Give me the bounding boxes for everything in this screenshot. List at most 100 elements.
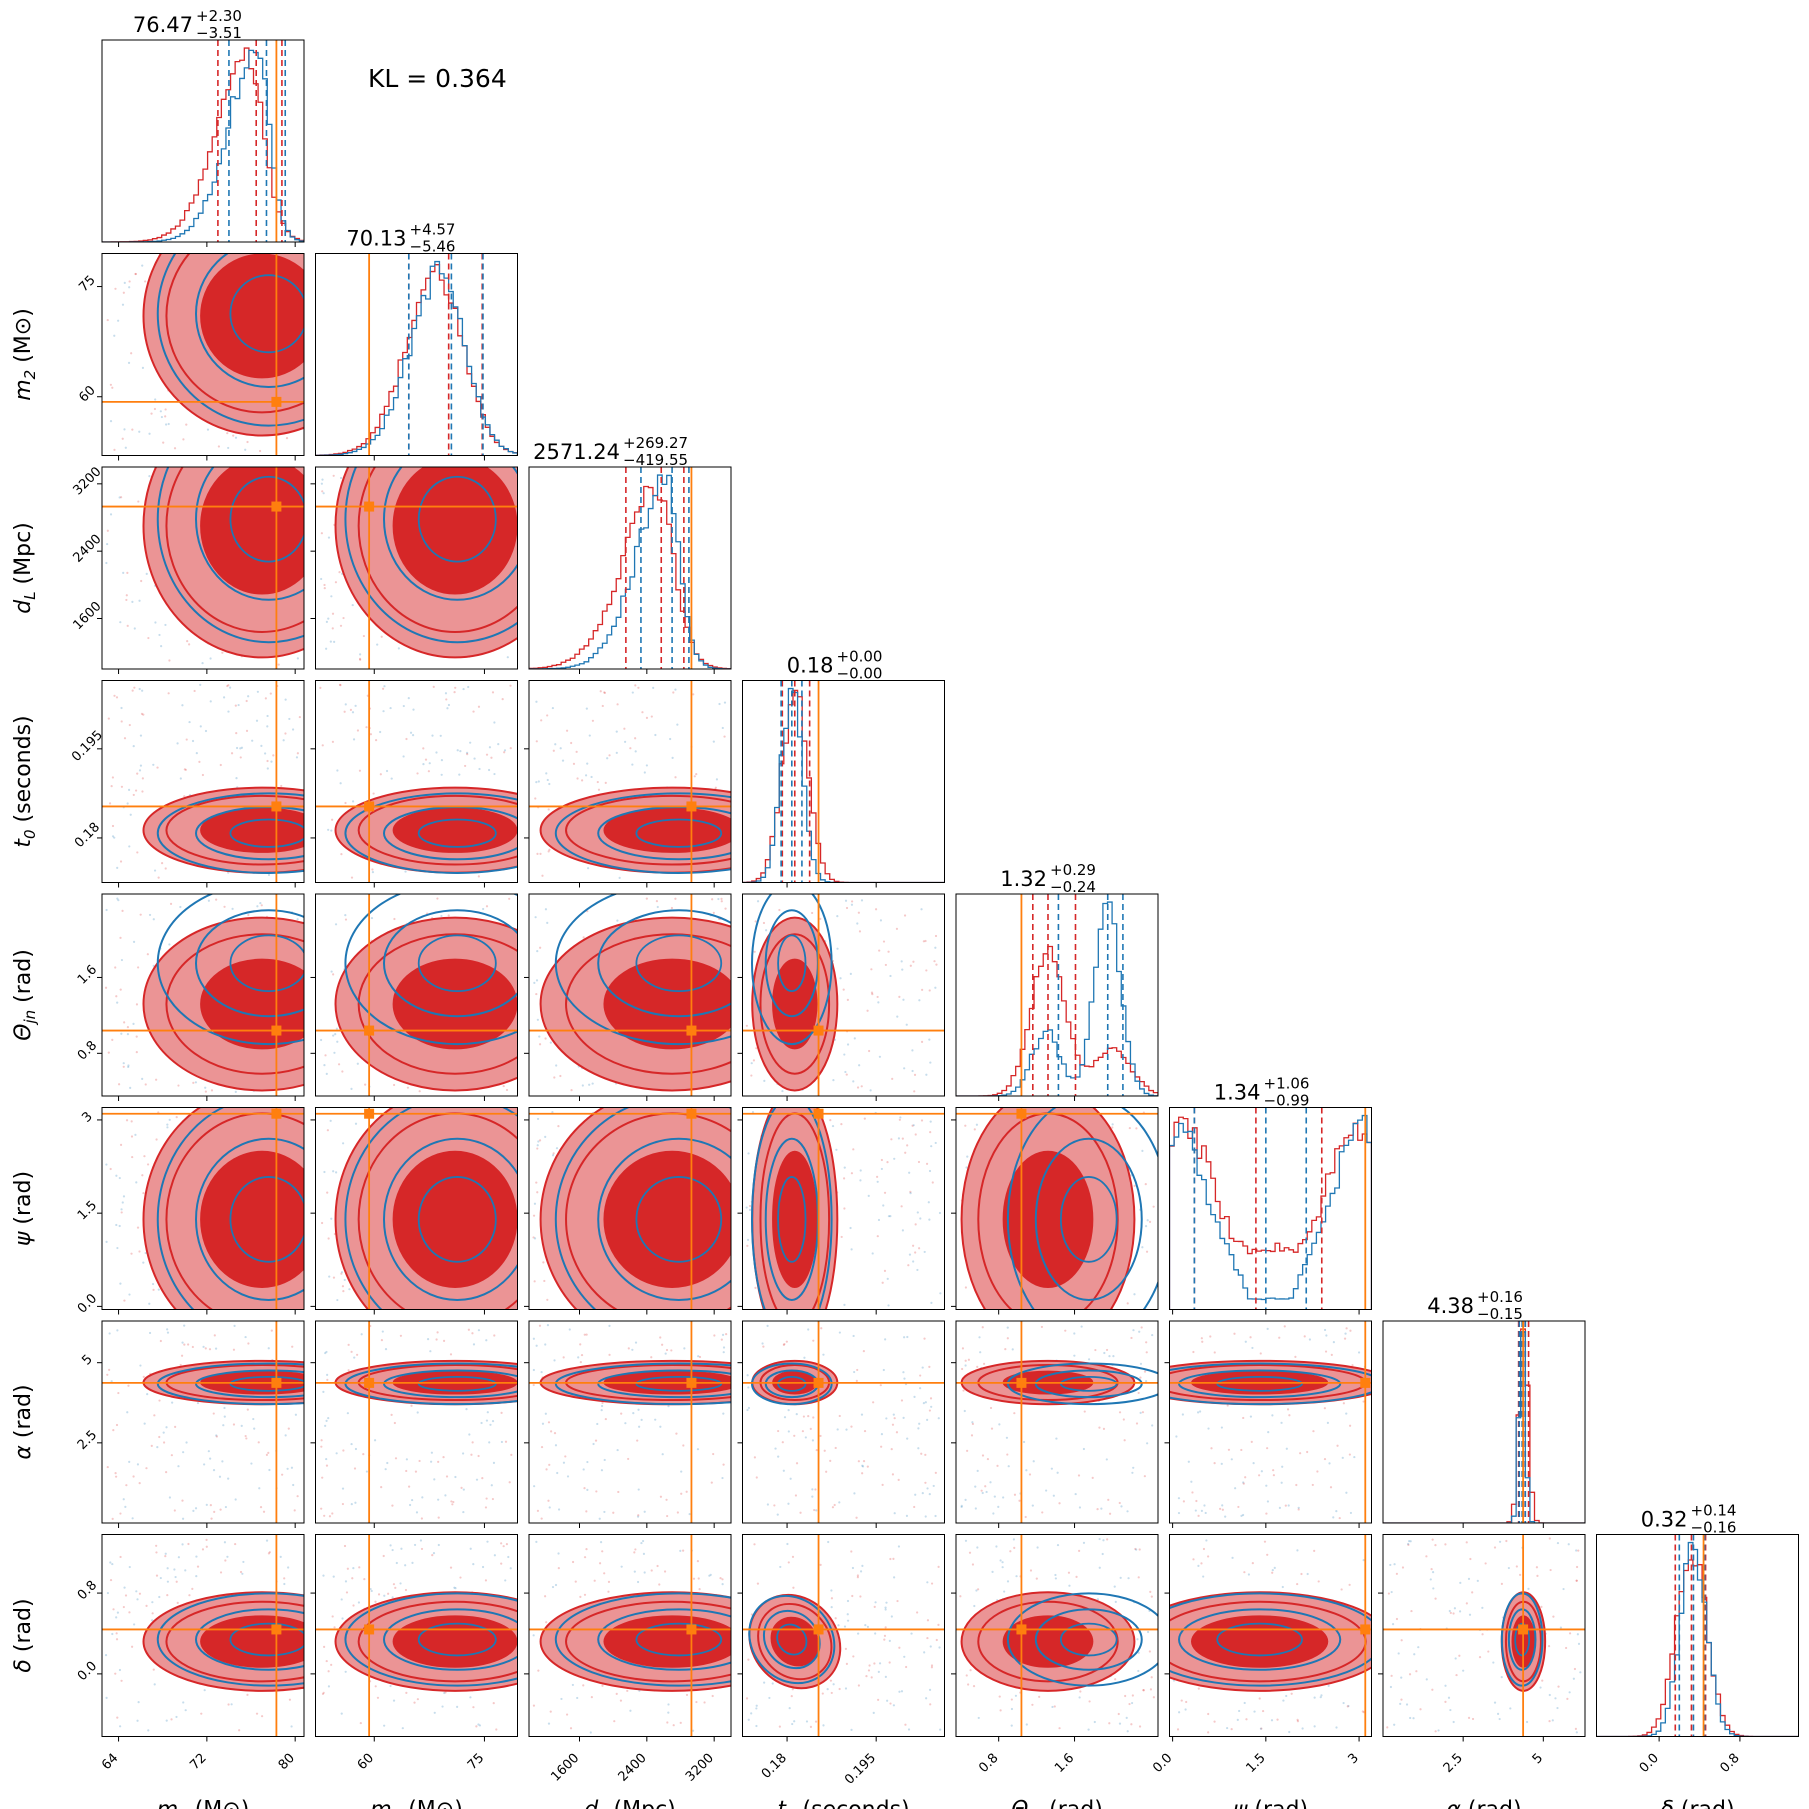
- sample-point: [612, 1511, 615, 1514]
- sample-point: [1176, 1728, 1180, 1731]
- sample-point: [1111, 1123, 1114, 1126]
- sample-point: [1462, 1669, 1465, 1672]
- sample-point: [844, 1070, 847, 1074]
- sample-point: [1025, 1723, 1028, 1726]
- sample-point: [1185, 1700, 1188, 1704]
- sample-point: [119, 860, 123, 863]
- panel-frame: [955, 1534, 1159, 1737]
- sample-point: [151, 1282, 155, 1286]
- panel-m2-dL: [310, 466, 518, 674]
- sample-point: [404, 870, 407, 873]
- sample-point: [116, 1246, 119, 1250]
- sample-point: [845, 1073, 848, 1076]
- sample-point: [927, 1201, 930, 1204]
- truth-marker: [686, 1624, 697, 1635]
- sample-point: [934, 946, 937, 949]
- sample-point: [405, 1469, 408, 1473]
- sample-point: [615, 730, 618, 733]
- sample-point: [1429, 1578, 1432, 1581]
- sample-point: [281, 1473, 284, 1476]
- sample-point: [351, 800, 355, 803]
- sample-point: [903, 914, 907, 917]
- panel-psi-psi: 1.34 +1.06−0.99: [1169, 1075, 1372, 1315]
- sample-point: [929, 1397, 933, 1400]
- sample-point: [714, 786, 717, 789]
- sample-point: [333, 640, 336, 643]
- sample-point: [1288, 1730, 1291, 1734]
- sample-point: [325, 1457, 328, 1461]
- sample-point: [485, 905, 489, 908]
- x-axis-label-t0: t0 (seconds): [777, 1798, 909, 1809]
- sample-point: [132, 1022, 135, 1025]
- sample-point: [501, 698, 504, 701]
- y-axis-label-theta_jn: Θjn (rad): [11, 949, 39, 1041]
- sample-point: [1137, 1669, 1140, 1673]
- sample-point: [989, 1481, 992, 1484]
- sample-point: [183, 1343, 186, 1346]
- sample-point: [209, 700, 212, 703]
- sample-point: [882, 1368, 885, 1372]
- sample-point: [544, 1343, 547, 1346]
- sample-point: [656, 905, 659, 909]
- sample-point: [1141, 1246, 1144, 1249]
- sample-point: [538, 1035, 541, 1038]
- panel-frame: [101, 1107, 305, 1310]
- sample-point: [886, 1699, 889, 1702]
- sample-point: [162, 1431, 165, 1434]
- sample-point: [1452, 1720, 1455, 1724]
- sample-point: [1178, 1711, 1181, 1714]
- sample-point: [256, 905, 259, 908]
- sample-point: [620, 1412, 623, 1415]
- sample-point: [822, 1724, 825, 1727]
- sample-point: [1152, 1205, 1155, 1208]
- sample-point: [965, 1674, 968, 1677]
- sample-point: [142, 1261, 145, 1264]
- sample-point: [120, 496, 123, 499]
- panel-title-plus: +1.06: [1264, 1075, 1310, 1093]
- sample-point: [1187, 1460, 1190, 1463]
- sample-point: [332, 1276, 336, 1279]
- sample-point: [354, 1447, 358, 1451]
- sample-point: [201, 1548, 205, 1551]
- sample-point: [536, 1509, 540, 1512]
- sample-point: [259, 1506, 263, 1509]
- sample-point: [154, 621, 157, 624]
- sample-point: [410, 1404, 413, 1407]
- sample-point: [748, 1208, 752, 1211]
- sample-point: [336, 769, 339, 772]
- sample-point: [722, 1412, 725, 1415]
- sample-point: [359, 658, 362, 661]
- sample-point: [546, 714, 549, 717]
- sample-point: [1126, 1302, 1129, 1305]
- sample-point: [1221, 1508, 1224, 1511]
- sample-point: [205, 1545, 208, 1548]
- sample-point: [533, 981, 536, 984]
- sample-point: [753, 1543, 756, 1546]
- panel-title-minus: −419.55: [623, 451, 688, 469]
- sample-point: [162, 1441, 166, 1444]
- sample-point: [1138, 1725, 1142, 1728]
- sample-point: [906, 1335, 909, 1339]
- sample-point: [999, 1709, 1002, 1712]
- sample-point: [1562, 1587, 1565, 1591]
- sample-point: [235, 732, 238, 735]
- sample-point: [755, 1707, 758, 1710]
- sample-point: [721, 1578, 724, 1581]
- sample-point: [886, 1161, 889, 1164]
- sample-point: [654, 1418, 657, 1421]
- sample-point: [177, 1084, 180, 1087]
- sample-point: [320, 1439, 323, 1442]
- x-tick-label: 80: [276, 1751, 298, 1773]
- sample-point: [133, 686, 136, 689]
- sample-point: [846, 1619, 850, 1622]
- blue-contour-outer: [748, 1594, 836, 1685]
- sample-point: [506, 656, 509, 659]
- sample-point: [320, 1038, 323, 1042]
- sample-point: [120, 1032, 123, 1035]
- sample-point: [755, 1047, 758, 1050]
- sample-point: [838, 1687, 841, 1691]
- sample-point: [352, 738, 356, 741]
- sample-point: [1144, 1225, 1148, 1228]
- sample-point: [856, 1576, 859, 1579]
- truth-marker: [271, 1377, 282, 1388]
